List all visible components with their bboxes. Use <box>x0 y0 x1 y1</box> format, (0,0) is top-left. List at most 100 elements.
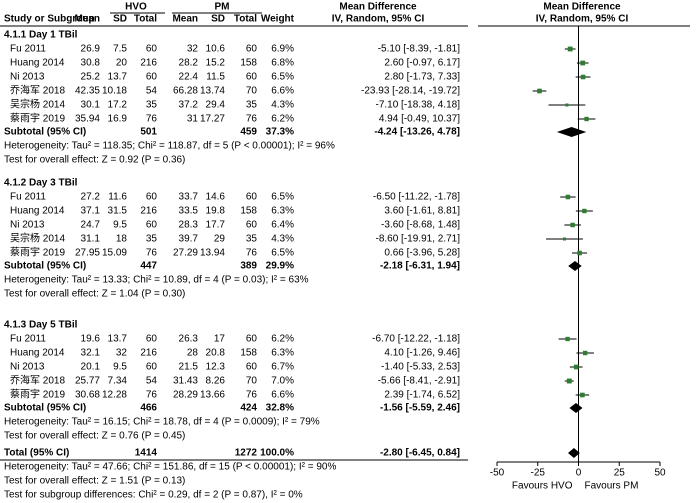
cell: 31.1 <box>81 234 101 245</box>
study-name: 乔海军 2018 <box>10 84 65 97</box>
study-name: Ni 2013 <box>10 72 45 83</box>
study-marker <box>580 392 585 398</box>
cell: 17 <box>214 334 226 345</box>
cell: 9.5 <box>113 362 127 373</box>
cell: 14.6 <box>206 192 226 203</box>
cell: 13.7 <box>108 334 128 345</box>
cell: 216 <box>140 206 157 217</box>
cell: 27.29 <box>173 248 198 259</box>
weight: 6.5% <box>271 248 294 259</box>
cell: 35 <box>246 234 258 245</box>
weight: 6.6% <box>271 390 294 401</box>
summary-total: 447 <box>140 261 157 272</box>
effect: -6.70 [-12.22, -1.18] <box>372 334 460 345</box>
summary-effect: -4.24 [-13.26, 4.78] <box>374 127 460 138</box>
summary-effect: -1.56 [-5.59, 2.46] <box>380 403 460 414</box>
cell: 60 <box>146 44 158 55</box>
group-header: HVO <box>125 2 147 13</box>
cell: 27.95 <box>75 248 100 259</box>
cell: 8.26 <box>206 376 226 387</box>
column-header: Mean <box>172 14 198 25</box>
effect: -23.93 [-28.14, -19.72] <box>361 86 460 97</box>
cell: 19.6 <box>81 334 101 345</box>
x-label-right: Favours PM <box>585 481 639 492</box>
weight: 6.9% <box>271 44 294 55</box>
study-marker <box>562 237 566 241</box>
column-header: SD <box>113 14 127 25</box>
study-marker <box>573 364 579 370</box>
x-tick-label: 25 <box>614 468 626 479</box>
summary-diamond <box>556 127 587 137</box>
effect: -5.66 [-8.41, -2.91] <box>378 376 460 387</box>
cell: 16.9 <box>108 114 128 125</box>
cell: 25.77 <box>75 376 100 387</box>
effect: -6.50 [-11.22, -1.78] <box>373 192 460 203</box>
weight: 6.4% <box>271 220 294 231</box>
x-tick-label: -50 <box>490 468 505 479</box>
cell: 60 <box>246 334 258 345</box>
cell: 10.6 <box>206 44 226 55</box>
effect: 3.60 [-1.61, 8.81] <box>384 206 460 217</box>
cell: 37.1 <box>81 206 101 217</box>
cell: 30.68 <box>75 390 100 401</box>
effect: 2.80 [-1.73, 7.33] <box>384 72 460 83</box>
summary-diamond <box>568 261 582 271</box>
cell: 76 <box>146 390 158 401</box>
cell: 7.34 <box>108 376 128 387</box>
cell: 30.1 <box>81 100 101 111</box>
cell: 17.27 <box>200 114 225 125</box>
cell: 9.5 <box>113 220 127 231</box>
cell: 31.5 <box>108 206 128 217</box>
heterogeneity: Heterogeneity: Tau² = 47.66; Chi² = 151.… <box>4 462 336 473</box>
summary-weight: 29.9% <box>266 261 294 272</box>
weight: 4.3% <box>271 100 294 111</box>
study-marker <box>580 60 586 66</box>
cell: 28.3 <box>179 220 199 231</box>
cell: 32.1 <box>81 348 101 359</box>
effect: -1.40 [-5.33, 2.53] <box>381 362 460 373</box>
summary-effect: -2.80 [-6.45, 0.84] <box>380 448 460 459</box>
cell: 42.35 <box>75 86 100 97</box>
study-name: 蔡雨宇 2019 <box>10 388 65 401</box>
column-header: Study or Subgroup <box>4 14 95 25</box>
heterogeneity: Heterogeneity: Tau² = 13.33; Chi² = 10.8… <box>4 275 309 286</box>
study-name: 吴宗杨 2014 <box>10 98 65 111</box>
summary-total: 1414 <box>135 448 158 459</box>
effect: 2.60 [-0.97, 6.17] <box>384 58 460 69</box>
cell: 54 <box>146 376 158 387</box>
study-marker <box>582 208 587 214</box>
study-marker <box>567 46 573 52</box>
cell: 11.5 <box>206 72 225 83</box>
study-name: Fu 2011 <box>10 192 46 203</box>
study-name: Huang 2014 <box>10 206 65 217</box>
study-marker <box>582 350 588 356</box>
summary-total: 466 <box>140 403 157 414</box>
cell: 60 <box>146 220 158 231</box>
column-header: SD <box>211 14 225 25</box>
effect: -8.60 [-19.91, 2.71] <box>375 234 460 245</box>
cell: 21.5 <box>179 362 199 373</box>
study-marker <box>565 194 571 200</box>
study-marker <box>570 222 575 228</box>
cell: 54 <box>146 86 158 97</box>
cell: 70 <box>246 86 258 97</box>
summary-diamond <box>569 403 583 413</box>
summary-total: 1272 <box>235 448 258 459</box>
cell: 31 <box>187 114 199 125</box>
effect-header: Mean Difference <box>339 2 417 13</box>
cell: 13.74 <box>200 86 225 97</box>
subgroup-title: 4.1.2 Day 3 TBil <box>4 178 78 189</box>
cell: 17.2 <box>108 100 128 111</box>
study-marker <box>537 88 542 94</box>
cell: 20.8 <box>206 348 226 359</box>
effect: 4.10 [-1.26, 9.46] <box>384 348 460 359</box>
effect: 2.39 [-1.74, 6.52] <box>384 390 460 401</box>
overall-test: Test for overall effect: Z = 0.92 (P = 0… <box>4 155 185 166</box>
study-name: Huang 2014 <box>10 58 65 69</box>
study-name: 蔡雨宇 2019 <box>10 246 65 259</box>
cell: 32 <box>116 348 128 359</box>
column-header: IV, Random, 95% CI <box>332 14 425 25</box>
summary-total: 389 <box>240 261 257 272</box>
cell: 35 <box>246 100 258 111</box>
summary-weight: 32.8% <box>266 403 294 414</box>
